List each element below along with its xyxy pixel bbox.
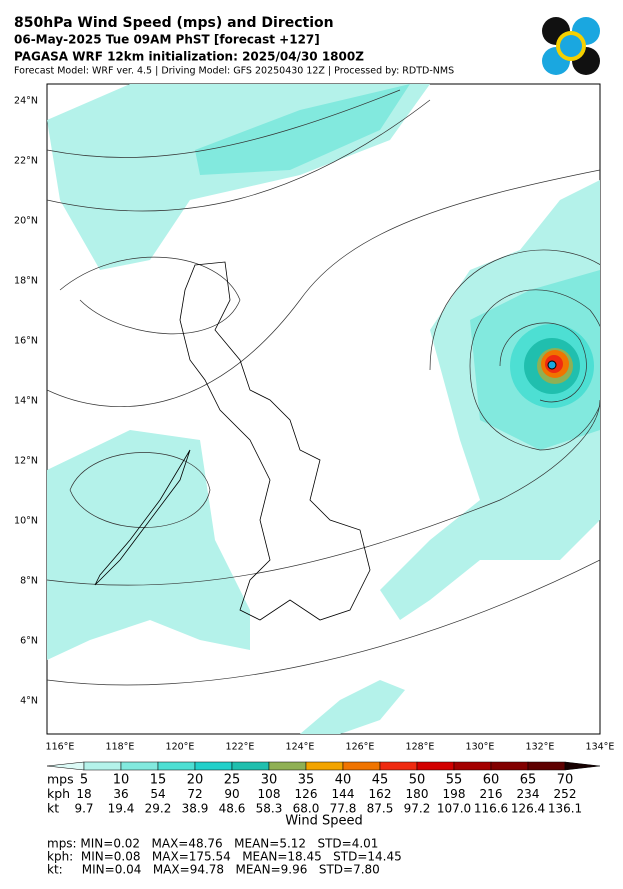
lon-label: 130°E xyxy=(466,742,495,753)
lon-label: 126°E xyxy=(346,742,375,753)
colorbar-segment xyxy=(120,761,159,771)
unit-label: kt xyxy=(47,801,59,816)
level-label: 30 xyxy=(261,773,278,788)
lat-label: 8°N xyxy=(20,576,38,587)
level-label: 38.9 xyxy=(182,802,209,816)
level-label: 50 xyxy=(409,773,426,788)
level-label: 25 xyxy=(224,773,241,788)
level-label: 40 xyxy=(335,773,352,788)
level-label: 108 xyxy=(258,787,281,801)
level-label: 60 xyxy=(483,773,500,788)
lat-label: 10°N xyxy=(14,516,38,527)
colorbar-segment xyxy=(268,761,307,771)
level-label: 58.3 xyxy=(256,802,283,816)
lon-label: 118°E xyxy=(106,742,135,753)
level-label: 90 xyxy=(224,787,239,801)
level-label: 35 xyxy=(298,773,315,788)
colorbar-extend xyxy=(46,761,85,771)
colorbar-segment xyxy=(379,761,418,771)
level-label: 136.1 xyxy=(548,802,582,816)
stats-line: mps: MIN=0.02 MAX=48.76 MEAN=5.12 STD=4.… xyxy=(47,837,378,851)
level-label: 107.0 xyxy=(437,802,471,816)
stats-line: kph: MIN=0.08 MAX=175.54 MEAN=18.45 STD=… xyxy=(47,850,402,864)
colorbar-label: Wind Speed xyxy=(285,814,363,829)
subtitle: 06-May-2025 Tue 09AM PhST [forecast +127… xyxy=(14,33,320,47)
level-label: 55 xyxy=(446,773,463,788)
level-label: 77.8 xyxy=(330,802,357,816)
unit-label: kph xyxy=(47,786,70,801)
level-label: 126.4 xyxy=(511,802,545,816)
level-label: 180 xyxy=(406,787,429,801)
lat-label: 18°N xyxy=(14,276,38,287)
colorbar-segment xyxy=(83,761,122,771)
logo xyxy=(542,17,600,75)
level-label: 97.2 xyxy=(404,802,431,816)
level-label: 68.0 xyxy=(293,802,320,816)
subtitle: PAGASA WRF 12km initialization: 2025/04/… xyxy=(14,50,364,64)
lat-label: 12°N xyxy=(14,456,38,467)
level-label: 216 xyxy=(480,787,503,801)
colorbar: mps 5 10 15 20 25 30 35 40 45 50 55 60 65 70 kph 18 36 54 7… xyxy=(46,761,601,816)
level-label: 18 xyxy=(76,787,91,801)
axis-labels: 24°N 22°N 20°N 18°N 16°N 14°N 12°N 10°N 8°N 6°N 4°… xyxy=(14,96,614,753)
level-label: 234 xyxy=(517,787,540,801)
level-label: 45 xyxy=(372,773,389,788)
lat-label: 16°N xyxy=(14,336,38,347)
lat-label: 22°N xyxy=(14,156,38,167)
lon-label: 128°E xyxy=(406,742,435,753)
level-label: 162 xyxy=(369,787,392,801)
colorbar-segment xyxy=(231,761,270,771)
colorbar-segment xyxy=(157,761,196,771)
colorbar-segment xyxy=(194,761,233,771)
lat-label: 14°N xyxy=(14,396,38,407)
level-label: 144 xyxy=(332,787,355,801)
lon-label: 124°E xyxy=(286,742,315,753)
level-label: 9.7 xyxy=(74,802,93,816)
lat-label: 24°N xyxy=(14,96,38,107)
level-label: 70 xyxy=(557,773,574,788)
lon-label: 122°E xyxy=(226,742,255,753)
level-label: 10 xyxy=(113,773,130,788)
lon-label: 132°E xyxy=(526,742,555,753)
subtitle: Forecast Model: WRF ver. 4.5 | Driving M… xyxy=(14,66,454,77)
level-label: 65 xyxy=(520,773,537,788)
colorbar-segment xyxy=(416,761,455,771)
colorbar-segment xyxy=(490,761,529,771)
lat-label: 20°N xyxy=(14,216,38,227)
lon-label: 134°E xyxy=(586,742,615,753)
colorbar-extend xyxy=(564,761,601,771)
lat-label: 4°N xyxy=(20,696,38,707)
colorbar-segment xyxy=(305,761,344,771)
level-label: 48.6 xyxy=(219,802,246,816)
level-label: 36 xyxy=(113,787,128,801)
colorbar-segment xyxy=(527,761,566,771)
stats-line: kt: MIN=0.04 MAX=94.78 MEAN=9.96 STD=7.8… xyxy=(47,863,380,877)
level-label: 5 xyxy=(80,773,88,788)
level-label: 29.2 xyxy=(145,802,172,816)
level-label: 15 xyxy=(150,773,167,788)
colorbar-segment xyxy=(453,761,492,771)
title: 850hPa Wind Speed (mps) and Direction xyxy=(14,15,334,31)
level-label: 116.6 xyxy=(474,802,508,816)
level-label: 126 xyxy=(295,787,318,801)
level-label: 87.5 xyxy=(367,802,394,816)
lon-label: 120°E xyxy=(166,742,195,753)
level-label: 198 xyxy=(443,787,466,801)
lon-label: 116°E xyxy=(46,742,75,753)
level-label: 252 xyxy=(554,787,577,801)
level-label: 19.4 xyxy=(108,802,135,816)
level-label: 72 xyxy=(187,787,202,801)
unit-label: mps xyxy=(47,772,74,787)
map xyxy=(46,83,601,735)
level-label: 54 xyxy=(150,787,165,801)
colorbar-segment xyxy=(342,761,381,771)
level-label: 20 xyxy=(187,773,204,788)
lat-label: 6°N xyxy=(20,636,38,647)
